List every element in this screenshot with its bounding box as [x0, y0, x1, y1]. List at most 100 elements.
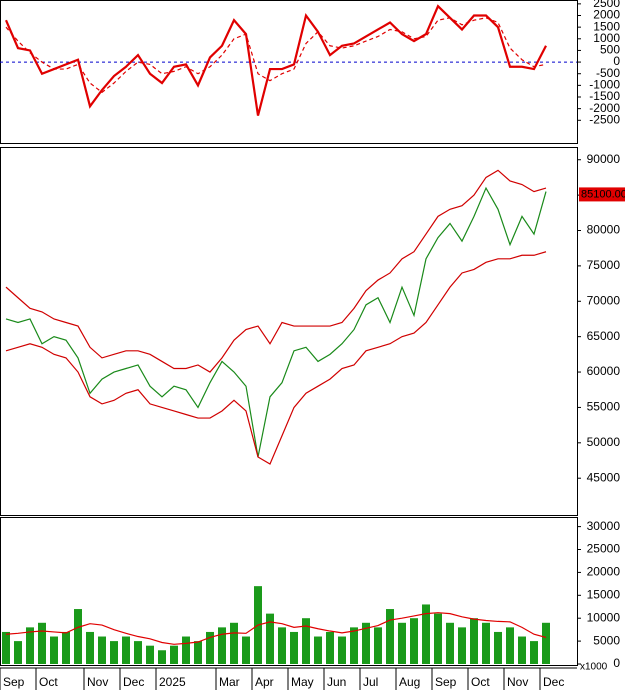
volume-bar: [62, 631, 70, 664]
volume-bar: [410, 618, 418, 664]
volume-bar: [98, 636, 106, 664]
y-tick-label: 1000: [593, 31, 620, 45]
series-line: [5, 251, 547, 465]
last-price-box: [579, 187, 625, 202]
x-tick-label: Sep: [435, 675, 457, 689]
y-tick-label: 60000: [587, 364, 621, 378]
y-tick-label: 75000: [587, 258, 621, 272]
volume-bar: [350, 627, 358, 664]
x-tick-label: Oct: [39, 675, 58, 689]
volume-bar: [26, 627, 34, 664]
volume-bar: [506, 627, 514, 664]
volume-bar: [14, 641, 22, 664]
y-tick-label: 45000: [587, 470, 621, 484]
y-tick-label: -1000: [589, 78, 620, 92]
volume-bar: [218, 627, 226, 664]
volume-bar: [422, 604, 430, 664]
volume-bar: [122, 636, 130, 664]
volume-bar: [386, 609, 394, 664]
volume-bar: [266, 613, 274, 664]
y-tick-label: 90000: [587, 152, 621, 166]
y-tick-label: 55000: [587, 400, 621, 414]
y-tick-label: 15000: [587, 587, 621, 601]
volume-bar: [290, 631, 298, 664]
x-tick-label: Jun: [327, 675, 346, 689]
volume-bar: [206, 631, 214, 664]
y-tick-label: 50000: [587, 435, 621, 449]
y-tick-label: 65000: [587, 329, 621, 343]
volume-bar: [110, 641, 118, 664]
x-tick-label: Mar: [219, 675, 240, 689]
volume-bar: [494, 631, 502, 664]
x-tick-label: Jul: [363, 675, 378, 689]
volume-bar: [530, 641, 538, 664]
x-tick-label: 2025: [159, 675, 186, 689]
y-tick-label: 1500: [593, 19, 620, 33]
x-tick-label: Sep: [3, 675, 25, 689]
y-tick-label: 30000: [587, 519, 621, 533]
volume-bar: [398, 622, 406, 664]
series-line: [4, 4, 547, 116]
volume-bar: [458, 627, 466, 664]
series-line: [5, 169, 547, 373]
x-tick-label: Dec: [123, 675, 144, 689]
volume-bar: [434, 613, 442, 664]
volume-bar: [338, 636, 346, 664]
volume-bar: [38, 622, 46, 664]
y-tick-label: 10000: [587, 610, 621, 624]
y-tick-label: 25000: [587, 542, 621, 556]
y-tick-label: 500: [600, 43, 620, 57]
y-tick-label: 70000: [587, 293, 621, 307]
y-tick-label: 0: [613, 656, 620, 670]
volume-bar: [362, 622, 370, 664]
y-tick-label: 2500: [593, 0, 620, 10]
volume-bar: [182, 636, 190, 664]
volume-bar: [302, 618, 310, 664]
y-tick-label: -2000: [589, 101, 620, 115]
unit-label: x1000: [580, 662, 608, 673]
series-line: [5, 612, 547, 645]
y-tick-label: 80000: [587, 223, 621, 237]
volume-bar: [482, 622, 490, 664]
y-tick-label: -2500: [589, 112, 620, 126]
volume-bar: [230, 622, 238, 664]
panel-frame: [0, 147, 578, 516]
y-tick-label: 0: [613, 54, 620, 68]
x-tick-label: Nov: [507, 675, 528, 689]
volume-bar: [470, 618, 478, 664]
volume-bar: [314, 636, 322, 664]
y-tick-label: 2000: [593, 8, 620, 22]
y-tick-label: 5000: [593, 633, 620, 647]
volume-bar: [86, 631, 94, 664]
volume-bar: [74, 609, 82, 664]
y-tick-label: 20000: [587, 565, 621, 579]
x-tick-label: Dec: [543, 675, 564, 689]
volume-bar: [158, 650, 166, 664]
volume-bar: [446, 622, 454, 664]
volume-bar: [50, 636, 58, 664]
volume-bar: [542, 622, 550, 664]
series-line: [5, 17, 547, 94]
y-tick-label: -500: [596, 66, 620, 80]
volume-bar: [278, 627, 286, 664]
volume-bar: [170, 645, 178, 664]
volume-bar: [242, 636, 250, 664]
x-tick-label: Apr: [255, 675, 274, 689]
x-tick-label: May: [291, 675, 314, 689]
volume-bar: [518, 636, 526, 664]
last-price-label: 85100.00: [581, 188, 625, 200]
x-tick-label: Oct: [471, 675, 490, 689]
volume-bar: [134, 641, 142, 664]
panel-frame: [0, 517, 578, 666]
volume-bar: [326, 631, 334, 664]
volume-bar: [146, 645, 154, 664]
x-tick-label: Nov: [87, 675, 108, 689]
y-tick-label: -1500: [589, 89, 620, 103]
volume-bar: [374, 627, 382, 664]
volume-bar: [194, 641, 202, 664]
panel-frame: [0, 0, 578, 144]
volume-bar: [2, 631, 10, 664]
series-line: [5, 186, 547, 458]
x-tick-label: Aug: [399, 675, 420, 689]
